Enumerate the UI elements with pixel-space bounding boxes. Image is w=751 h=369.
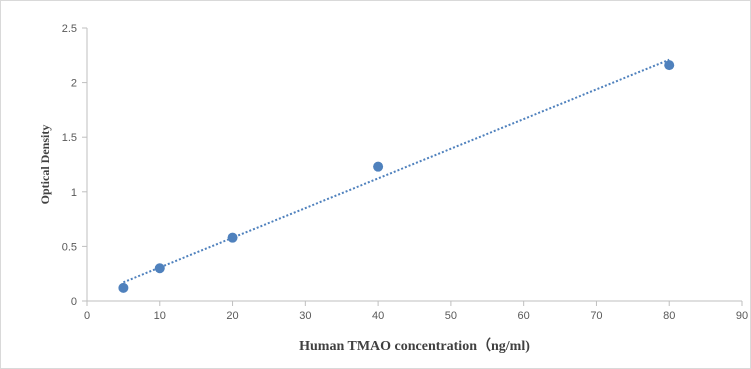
data-point xyxy=(664,60,675,71)
x-tick-label: 90 xyxy=(736,310,748,322)
x-tick-label: 50 xyxy=(445,310,457,322)
data-point xyxy=(373,161,384,172)
y-tick-label: 2 xyxy=(71,78,77,90)
x-tick-label: 60 xyxy=(518,310,530,322)
x-tick-label: 0 xyxy=(84,310,90,322)
x-tick-label: 40 xyxy=(372,310,384,322)
y-tick-label: 1.5 xyxy=(62,132,77,144)
data-point xyxy=(154,263,165,274)
data-points xyxy=(118,60,675,293)
data-point xyxy=(227,232,238,243)
x-tick-label: 70 xyxy=(590,310,602,322)
axes: 0 10 20 30 40 50 60 70 80 90 0 0.5 1 1.5 2 2.5 xyxy=(62,23,748,322)
x-tick-label: 10 xyxy=(154,310,166,322)
x-tick-label: 20 xyxy=(226,310,238,322)
trendline xyxy=(123,58,670,284)
y-tick-label: 0.5 xyxy=(62,241,77,253)
y-tick-label: 0 xyxy=(71,296,77,308)
y-tick-label: 2.5 xyxy=(62,23,77,35)
x-axis-title: Human TMAO concentration（ng/ml) xyxy=(299,338,530,354)
y-tick-label: 1 xyxy=(71,187,77,199)
x-tick-label: 80 xyxy=(663,310,675,322)
y-axis-title: Optical Density xyxy=(38,125,52,205)
data-point xyxy=(118,282,129,293)
trendline-layer xyxy=(123,58,670,284)
x-tick-label: 30 xyxy=(299,310,311,322)
